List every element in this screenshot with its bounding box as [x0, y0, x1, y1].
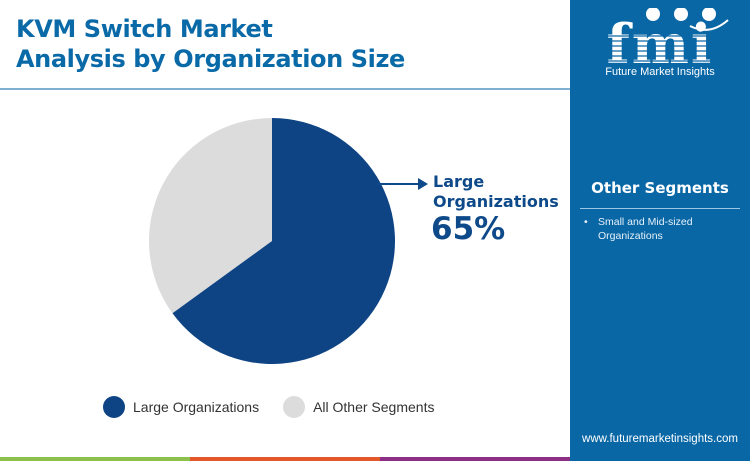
- legend-label: Large Organizations: [133, 399, 260, 415]
- title-line-1: KVM Switch Market: [16, 15, 273, 43]
- logo-subtitle: Future Market Insights: [605, 66, 715, 78]
- callout-arrow-head: [418, 178, 428, 190]
- pie-chart: [149, 118, 428, 364]
- bottom-bar-purple: [380, 457, 570, 461]
- sidebar: fmi Future Market Insights Other Segment…: [570, 0, 750, 457]
- other-segments-title: Other Segments: [591, 179, 729, 197]
- other-segments-divider: [580, 208, 740, 209]
- website-link[interactable]: www.futuremarketinsights.com: [582, 433, 738, 445]
- legend-dot-icon: [283, 396, 306, 418]
- bottom-bar-orange: [190, 457, 380, 461]
- callout-label: Large Organizations: [433, 172, 559, 212]
- legend-item-all-other-segments: All Other Segments: [283, 396, 434, 418]
- other-segments-list: Small and Mid-sized Organizations: [584, 215, 744, 243]
- callout-value: 65%: [431, 211, 506, 247]
- logo-text: fmi: [607, 12, 714, 76]
- chart-legend: Large Organizations All Other Segments: [103, 396, 458, 418]
- bottom-bar-blue: [570, 457, 750, 461]
- page-title: KVM Switch Market Analysis by Organizati…: [16, 14, 405, 74]
- fmi-logo-icon: fmi: [590, 8, 730, 76]
- header-divider: [0, 88, 570, 90]
- callout-label-line-1: Large: [433, 172, 485, 191]
- pie-slice-large-organizations: [172, 118, 396, 364]
- callout-label-line-2: Organizations: [433, 192, 559, 211]
- title-line-2: Analysis by Organization Size: [16, 45, 405, 73]
- segment-item: Small and Mid-sized Organizations: [584, 215, 744, 243]
- legend-item-large-organizations: Large Organizations: [103, 396, 259, 418]
- legend-dot-icon: [103, 396, 125, 418]
- legend-label: All Other Segments: [313, 399, 435, 415]
- bottom-bar-green: [0, 457, 190, 461]
- pie-slice-other: [149, 118, 272, 314]
